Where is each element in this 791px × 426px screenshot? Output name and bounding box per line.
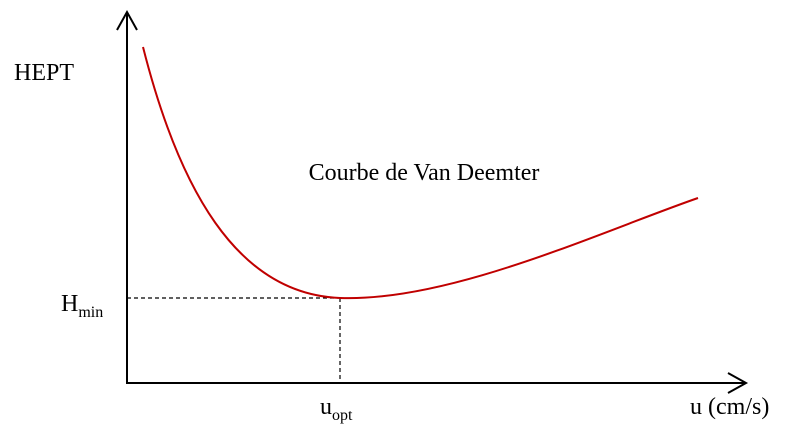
opt-label-sub: opt [332, 407, 353, 424]
van-deemter-curve [142, 46, 699, 300]
min-label: Hmin [61, 291, 103, 321]
y-axis-arrow [116, 9, 138, 31]
x-axis-arrow [727, 372, 749, 394]
x-axis-label: u (cm/s) [690, 394, 769, 420]
opt-label: uopt [320, 394, 353, 424]
curve-label: Courbe de Van Deemter [309, 160, 540, 186]
min-label-sub: min [78, 304, 103, 321]
opt-label-base: u [320, 394, 332, 420]
y-axis-label: HEPT [14, 60, 74, 86]
min-label-base: H [61, 291, 78, 317]
